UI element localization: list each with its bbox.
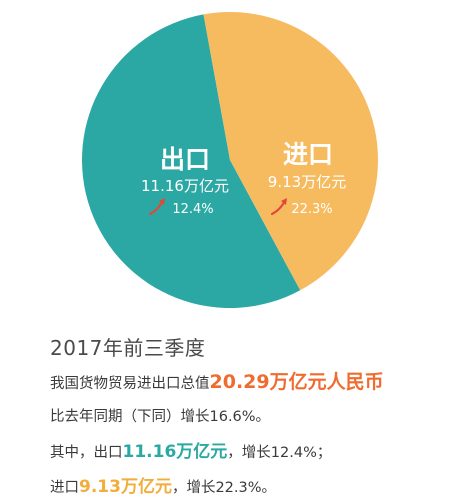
export-line-growth: ，增长12.4%；	[227, 445, 331, 461]
export-line: 其中，出口11.16万亿元，增长12.4%；	[50, 437, 455, 462]
summary-text: 2017年前三季度 我国货物贸易进出口总值20.29万亿元人民币 比去年同期（下…	[50, 332, 455, 497]
export-title: 出口	[160, 145, 210, 174]
import-value: 9.13万亿元	[268, 173, 346, 191]
period-heading: 2017年前三季度	[50, 332, 455, 361]
import-title: 进口	[283, 140, 333, 169]
total-label: 我国货物贸易进出口总值	[50, 376, 210, 392]
export-line-label: 其中，出口	[50, 445, 123, 461]
import-line: 进口9.13万亿元，增长22.3%。	[50, 472, 455, 497]
pie-chart: 出口 11.16万亿元 12.4% 进口 9.13万亿元 22.3%	[0, 0, 460, 320]
total-line: 我国货物贸易进出口总值20.29万亿元人民币	[50, 367, 455, 394]
import-growth: 22.3%	[291, 202, 332, 217]
export-line-value: 11.16万亿元	[123, 442, 228, 462]
import-line-value: 9.13万亿元	[79, 477, 172, 497]
import-line-growth: ，增长22.3%。	[172, 480, 276, 496]
export-value: 11.16万亿元	[141, 177, 229, 195]
total-value: 20.29万亿元人民币	[210, 371, 384, 393]
export-growth: 12.4%	[172, 202, 213, 217]
growth-line: 比去年同期（下同）增长16.6%。	[50, 405, 455, 426]
import-line-label: 进口	[50, 480, 79, 496]
